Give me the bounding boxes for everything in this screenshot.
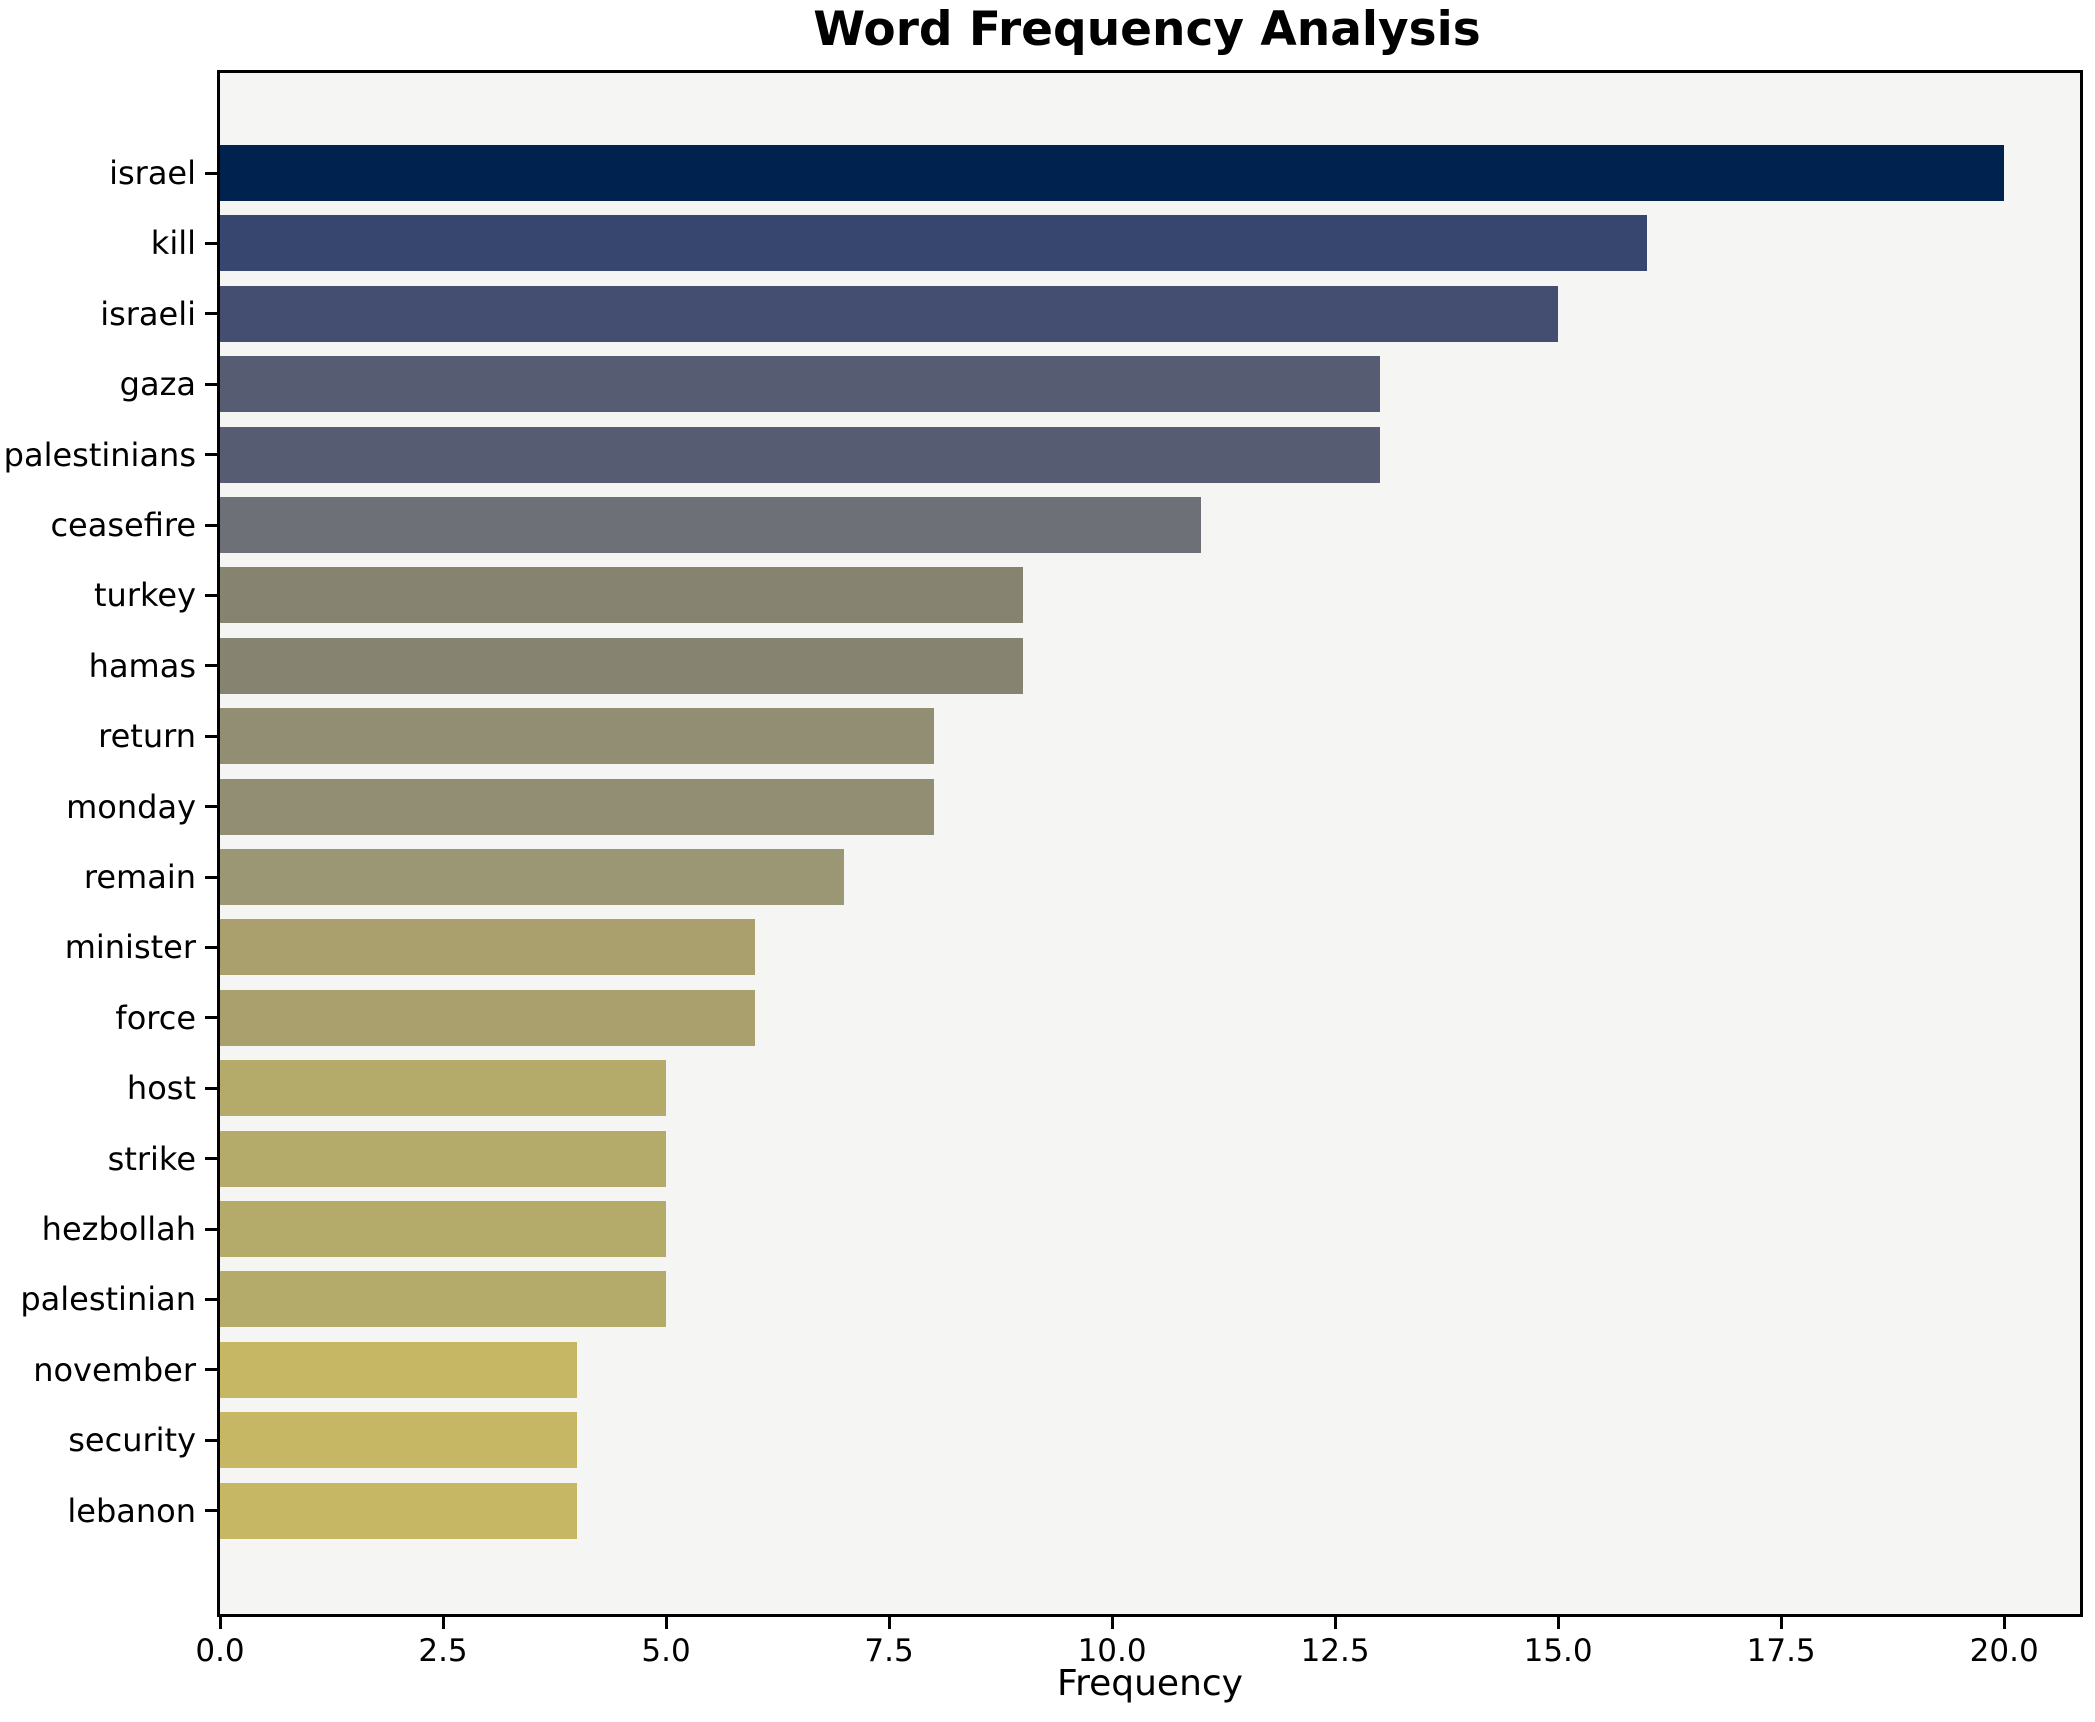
- y-tick-mark: [205, 453, 217, 457]
- bar-kill: [220, 215, 1648, 272]
- bar-turkey: [220, 567, 1023, 624]
- x-tick-mark: [1779, 1617, 1783, 1629]
- y-tick-label-monday: monday: [66, 787, 196, 826]
- y-tick-mark: [205, 1297, 217, 1301]
- x-tick-mark: [887, 1617, 891, 1629]
- x-tick-label-10.0: 10.0: [1077, 1633, 1147, 1669]
- y-tick-label-hezbollah: hezbollah: [41, 1210, 196, 1248]
- bar-return: [220, 708, 934, 765]
- y-tick-mark: [205, 382, 217, 386]
- y-tick-label-force: force: [115, 998, 196, 1037]
- bar-host: [220, 1060, 667, 1117]
- y-tick-label-kill: kill: [150, 224, 196, 263]
- y-tick-mark: [205, 312, 217, 316]
- x-tick-label-0.0: 0.0: [195, 1633, 245, 1669]
- y-tick-mark: [205, 1157, 217, 1161]
- y-tick-mark: [205, 241, 217, 245]
- bar-ceasefire: [220, 497, 1202, 553]
- y-tick-mark: [205, 1086, 217, 1090]
- x-axis-title: Frequency: [1057, 1663, 1243, 1704]
- bar-minister: [220, 919, 756, 976]
- y-tick-mark: [205, 1227, 217, 1231]
- y-tick-label-return: return: [98, 717, 196, 756]
- bar-november: [220, 1341, 577, 1398]
- x-tick-label-7.5: 7.5: [864, 1633, 914, 1669]
- y-tick-mark: [205, 593, 217, 597]
- x-tick-mark: [2002, 1617, 2006, 1629]
- y-tick-label-palestinian: palestinian: [20, 1280, 196, 1319]
- x-tick-mark: [1110, 1617, 1114, 1629]
- y-tick-label-hamas: hamas: [88, 646, 196, 685]
- bar-security: [220, 1412, 577, 1469]
- bar-hamas: [220, 637, 1023, 694]
- bar-strike: [220, 1130, 667, 1187]
- y-tick-label-minister: minister: [64, 928, 196, 967]
- x-tick-mark: [441, 1617, 445, 1629]
- bar-israel: [220, 145, 2005, 201]
- x-tick-label-20.0: 20.0: [1969, 1633, 2039, 1669]
- x-tick-label-2.5: 2.5: [418, 1633, 468, 1669]
- bar-palestinian: [220, 1271, 667, 1328]
- y-tick-label-gaza: gaza: [119, 365, 196, 404]
- chart-title: Word Frequency Analysis: [813, 2, 1481, 57]
- bar-lebanon: [220, 1482, 577, 1539]
- y-tick-mark: [205, 805, 217, 809]
- y-tick-label-lebanon: lebanon: [67, 1491, 196, 1530]
- y-tick-label-turkey: turkey: [94, 576, 196, 615]
- x-tick-label-17.5: 17.5: [1746, 1633, 1816, 1669]
- y-tick-label-security: security: [68, 1421, 196, 1460]
- x-tick-mark: [1333, 1617, 1337, 1629]
- y-tick-label-remain: remain: [83, 858, 196, 896]
- bar-israeli: [220, 285, 1559, 342]
- y-tick-label-ceasefire: ceasefire: [50, 506, 196, 544]
- y-tick-mark: [205, 875, 217, 879]
- y-tick-label-israel: israel: [109, 154, 196, 192]
- y-tick-mark: [205, 1438, 217, 1442]
- bar-monday: [220, 778, 934, 835]
- y-tick-label-palestinians: palestinians: [3, 435, 196, 474]
- y-tick-mark: [205, 945, 217, 949]
- bar-remain: [220, 849, 845, 905]
- x-tick-mark: [218, 1617, 222, 1629]
- y-tick-label-november: november: [33, 1350, 196, 1389]
- y-tick-mark: [205, 1016, 217, 1020]
- bar-force: [220, 989, 756, 1046]
- y-tick-mark: [205, 1509, 217, 1513]
- y-tick-label-host: host: [126, 1069, 196, 1108]
- bar-gaza: [220, 356, 1380, 413]
- bar-hezbollah: [220, 1201, 667, 1257]
- y-tick-mark: [205, 734, 217, 738]
- y-tick-mark: [205, 664, 217, 668]
- y-tick-label-israeli: israeli: [100, 294, 196, 333]
- y-tick-mark: [205, 523, 217, 527]
- y-tick-label-strike: strike: [107, 1139, 196, 1178]
- y-tick-mark: [205, 1368, 217, 1372]
- x-tick-label-12.5: 12.5: [1300, 1633, 1370, 1669]
- plot-area: 0.0 2.5 5.0 7.5 10.0 12.5 15.0 17.5 20.0 Frequenc…: [195, 70, 2083, 1704]
- bar-palestinians: [220, 426, 1380, 483]
- x-tick-mark: [1556, 1617, 1560, 1629]
- x-tick-label-5.0: 5.0: [641, 1633, 691, 1669]
- x-tick-mark: [664, 1617, 668, 1629]
- x-tick-label-15.0: 15.0: [1523, 1633, 1593, 1669]
- y-tick-mark: [205, 171, 217, 175]
